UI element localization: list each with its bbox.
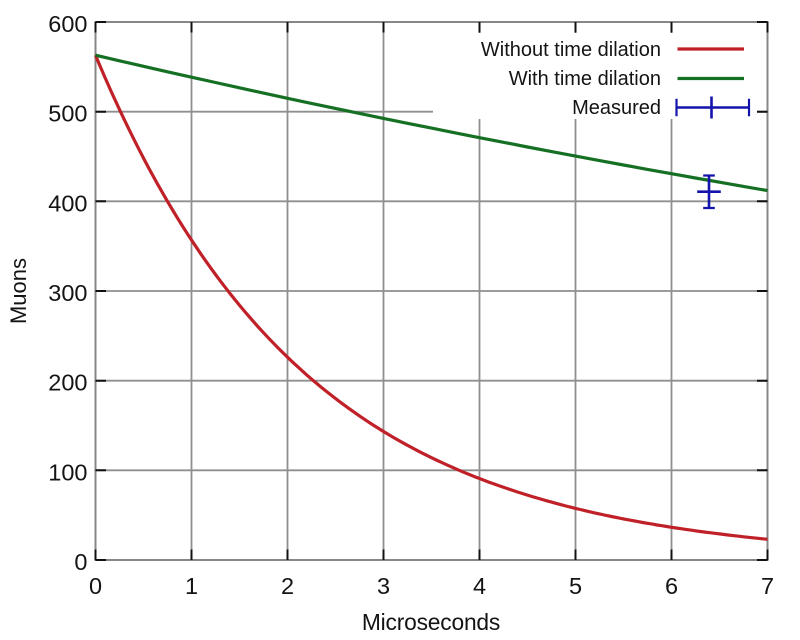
svg-text:2: 2: [281, 573, 294, 599]
svg-text:0: 0: [74, 549, 87, 575]
svg-text:600: 600: [48, 11, 87, 37]
svg-text:300: 300: [48, 280, 87, 306]
svg-text:Muons: Muons: [6, 258, 31, 324]
svg-text:5: 5: [569, 573, 582, 599]
svg-text:Measured: Measured: [572, 97, 661, 119]
svg-text:Without time dilation: Without time dilation: [481, 39, 661, 61]
svg-text:0: 0: [89, 573, 102, 599]
svg-text:With time dilation: With time dilation: [509, 68, 661, 90]
svg-text:400: 400: [48, 190, 87, 216]
svg-text:6: 6: [665, 573, 678, 599]
svg-text:Microseconds: Microseconds: [362, 609, 500, 635]
svg-text:100: 100: [48, 459, 87, 485]
svg-text:500: 500: [48, 101, 87, 127]
svg-text:200: 200: [48, 370, 87, 396]
svg-text:3: 3: [377, 573, 390, 599]
svg-text:7: 7: [761, 573, 774, 599]
svg-text:1: 1: [185, 573, 198, 599]
svg-text:4: 4: [473, 573, 486, 599]
